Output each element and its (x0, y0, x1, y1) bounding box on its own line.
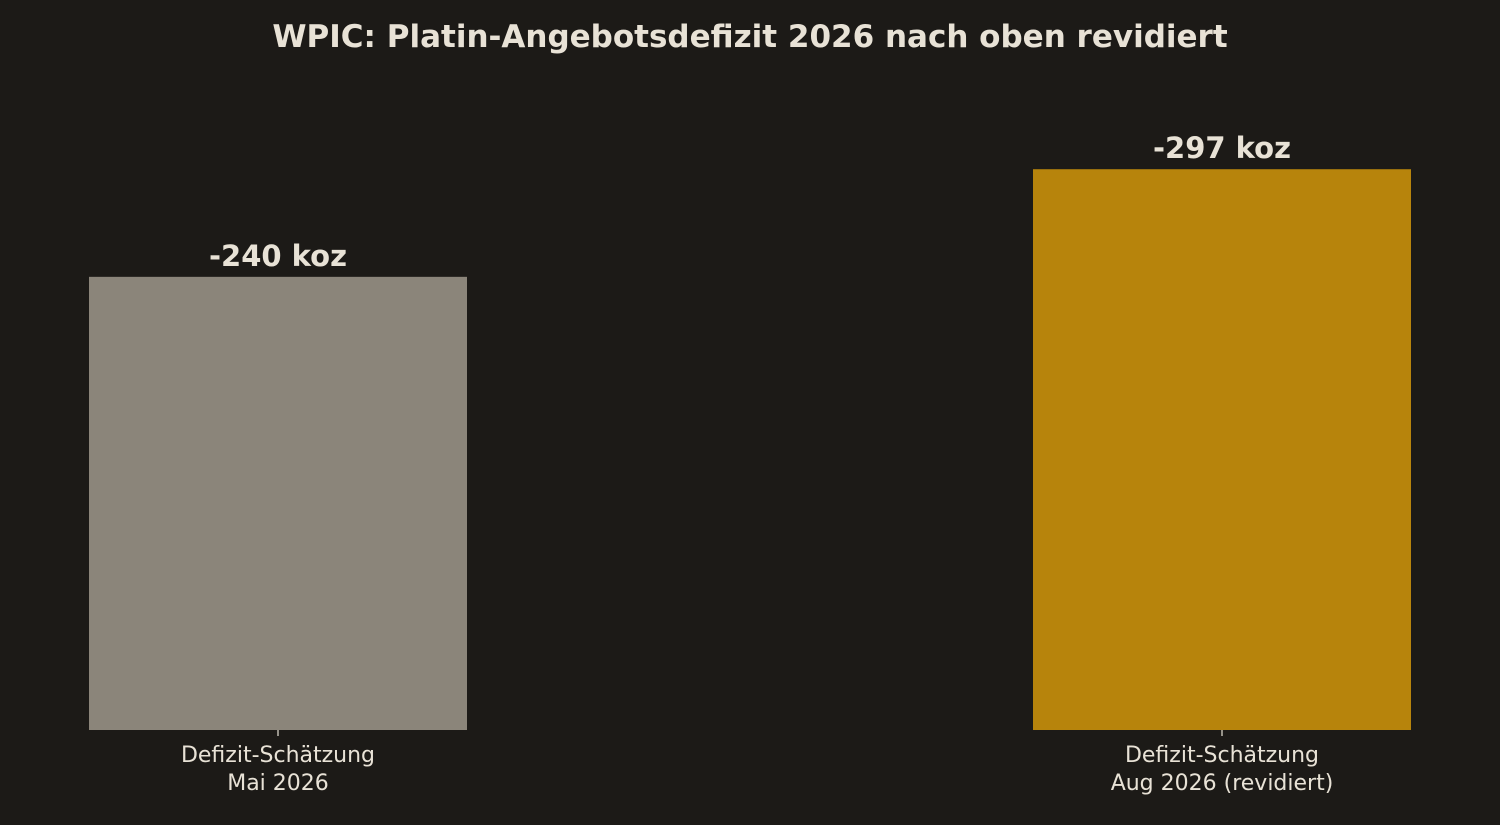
chart-title: WPIC: Platin-Angebotsdefizit 2026 nach o… (272, 19, 1227, 55)
x-tick-label: Defizit-Schätzung Aug 2026 (revidiert) (1111, 743, 1334, 796)
value-label: -297 koz (1153, 131, 1291, 165)
value-label: -240 koz (209, 239, 347, 273)
bar (1033, 169, 1411, 730)
bar (89, 276, 467, 730)
x-tick-label: Defizit-Schätzung Mai 2026 (181, 743, 375, 796)
